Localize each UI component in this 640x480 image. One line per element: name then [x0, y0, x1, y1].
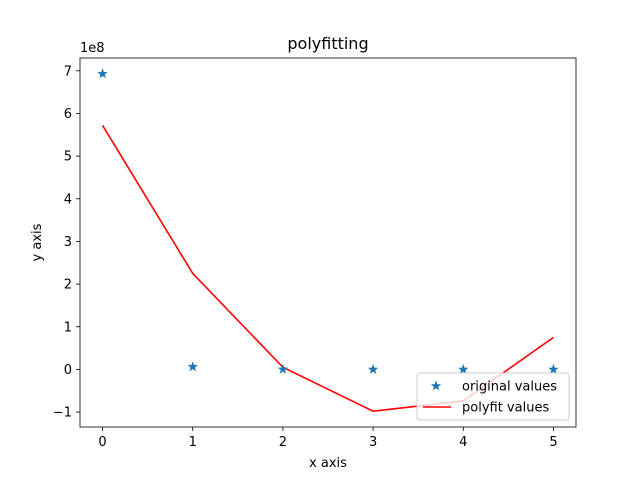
x-tick-label: 0: [98, 435, 106, 450]
y-tick-label: −1: [53, 406, 72, 421]
polyfit-line: [101, 124, 554, 413]
data-point-star: [548, 363, 559, 374]
series-layer: [97, 68, 559, 413]
legend-items: original values polyfit values: [423, 380, 557, 416]
chart-title: polyfitting: [287, 34, 368, 53]
y-tick-label: 6: [64, 107, 72, 122]
data-point-star: [187, 361, 198, 372]
y-tick-label: 3: [64, 235, 72, 250]
y-axis-ticks: −1 0 1 2 3 4 5 6 7: [53, 64, 80, 421]
x-tick-label: 4: [459, 435, 467, 450]
y-tick-label: 5: [64, 150, 72, 165]
x-tick-label: 3: [369, 435, 377, 450]
data-point-star: [277, 363, 289, 374]
y-tick-label: 0: [64, 363, 72, 378]
y-tick-label: 7: [64, 64, 72, 79]
x-tick-label: 5: [549, 435, 557, 450]
legend-star-marker: [430, 380, 442, 391]
legend-label: original values: [462, 380, 557, 395]
legend: original values polyfit values: [416, 372, 570, 421]
y-tick-label: 4: [64, 192, 72, 207]
legend-label: polyfit values: [462, 401, 549, 416]
data-point-star: [367, 363, 379, 374]
y-tick-label: 1: [64, 320, 72, 335]
x-tick-label: 2: [279, 435, 287, 450]
data-point-star: [458, 363, 469, 374]
data-point-star: [97, 68, 108, 79]
x-tick-label: 1: [189, 435, 197, 450]
legend-box: [416, 372, 570, 421]
x-axis-label: x axis: [309, 456, 347, 471]
y-axis-offset-label: 1e8: [80, 41, 105, 56]
x-axis-ticks: 0 1 2 3 4 5: [98, 427, 558, 450]
plot-area-frame: [79, 57, 577, 428]
y-axis-label: y axis: [30, 223, 45, 261]
y-tick-label: 2: [64, 278, 72, 293]
